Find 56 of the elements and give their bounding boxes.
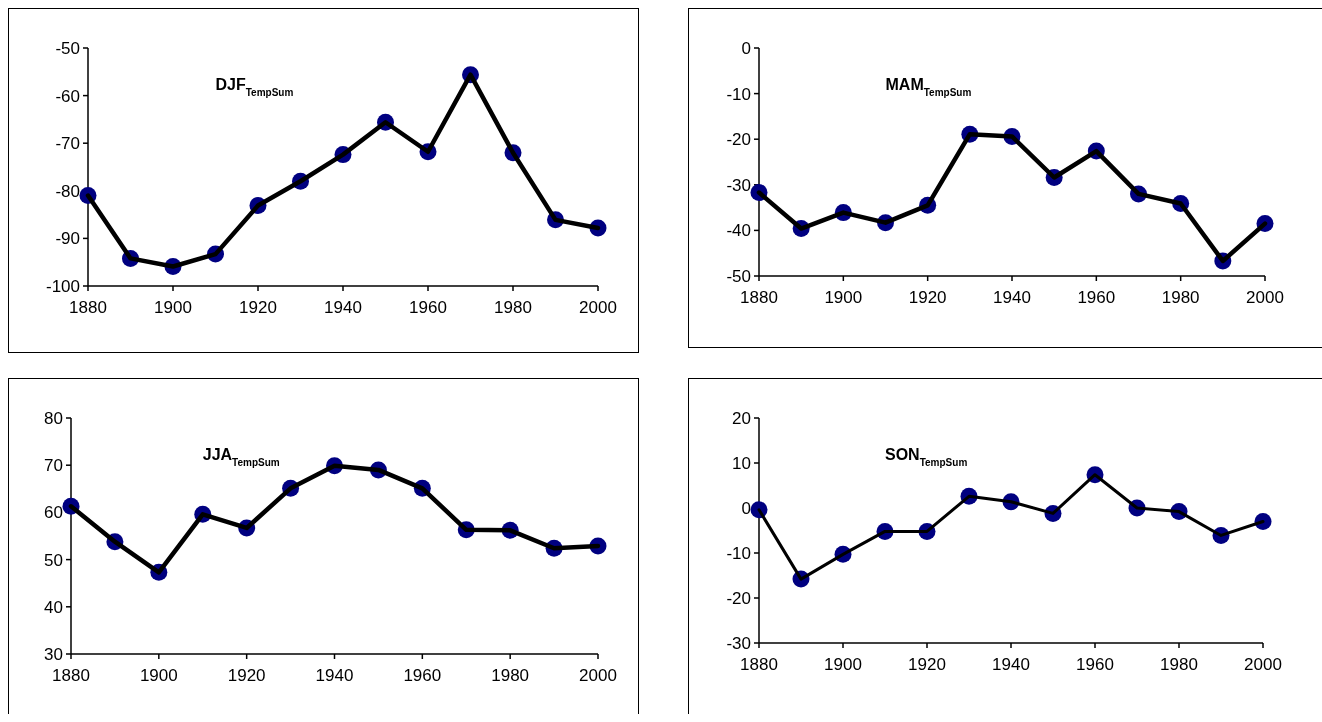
y-tick-label: -90 bbox=[55, 229, 80, 249]
y-tick-label: 30 bbox=[44, 644, 63, 664]
y-tick-label: -30 bbox=[726, 633, 751, 653]
x-tick-label: 1960 bbox=[409, 298, 447, 317]
y-tick-label: -70 bbox=[55, 134, 80, 154]
y-tick-label: -50 bbox=[55, 38, 80, 58]
x-tick-label: 1880 bbox=[69, 298, 107, 317]
y-tick-label: -10 bbox=[726, 84, 751, 104]
y-tick-label: -30 bbox=[726, 175, 751, 195]
x-tick-label: 1900 bbox=[824, 655, 862, 674]
x-tick-label: 1980 bbox=[491, 666, 530, 685]
y-tick-label: -60 bbox=[55, 86, 80, 106]
y-tick-label: -20 bbox=[726, 130, 751, 150]
x-tick-label: 1980 bbox=[1161, 288, 1200, 307]
x-tick-label: 1900 bbox=[154, 298, 192, 317]
y-tick-label: -10 bbox=[726, 543, 751, 563]
x-tick-label: 1960 bbox=[1076, 655, 1114, 674]
x-tick-label: 1980 bbox=[1160, 655, 1198, 674]
y-tick-label: 40 bbox=[44, 597, 63, 617]
x-tick-label: 1900 bbox=[139, 666, 178, 685]
x-tick-label: 1920 bbox=[908, 655, 946, 674]
y-tick-label: -20 bbox=[726, 588, 751, 608]
y-tick-label: 50 bbox=[44, 550, 63, 570]
x-tick-label: 1980 bbox=[494, 298, 532, 317]
text: MAM$_{TempSum}$ bbox=[885, 76, 972, 98]
x-tick-label: 1960 bbox=[1077, 288, 1116, 307]
y-tick-label: -100 bbox=[45, 276, 80, 296]
y-tick-label: 70 bbox=[44, 456, 63, 476]
y-tick-label: 0 bbox=[741, 498, 751, 518]
x-tick-label: 1880 bbox=[740, 288, 778, 307]
x-tick-label: 1880 bbox=[740, 655, 778, 674]
text: SON$_{TempSum}$ bbox=[885, 446, 968, 468]
y-tick-label: 0 bbox=[741, 38, 751, 58]
y-tick-label: 10 bbox=[732, 453, 751, 473]
x-tick-label: 1900 bbox=[824, 288, 863, 307]
x-tick-label: 1960 bbox=[403, 666, 442, 685]
x-tick-label: 1940 bbox=[993, 288, 1031, 307]
x-tick-label: 1920 bbox=[239, 298, 277, 317]
x-tick-label: 2000 bbox=[579, 666, 617, 685]
x-tick-label: 1920 bbox=[908, 288, 947, 307]
x-tick-label: 2000 bbox=[579, 298, 617, 317]
x-tick-label: 1920 bbox=[227, 666, 266, 685]
x-tick-label: 2000 bbox=[1246, 288, 1284, 307]
x-tick-label: 1940 bbox=[324, 298, 362, 317]
x-tick-label: 1880 bbox=[52, 666, 90, 685]
x-tick-label: 1940 bbox=[315, 666, 354, 685]
y-tick-label: -50 bbox=[726, 266, 751, 286]
y-tick-label: 80 bbox=[44, 408, 63, 428]
text: DJF$_{TempSum}$ bbox=[215, 76, 294, 98]
text: JJA$_{TempSum}$ bbox=[202, 446, 280, 468]
y-tick-label: 20 bbox=[732, 408, 751, 428]
x-tick-label: 2000 bbox=[1244, 655, 1282, 674]
y-tick-label: -80 bbox=[55, 181, 80, 201]
y-tick-label: 60 bbox=[44, 503, 63, 523]
x-tick-label: 1940 bbox=[992, 655, 1030, 674]
y-tick-label: -40 bbox=[726, 221, 751, 241]
